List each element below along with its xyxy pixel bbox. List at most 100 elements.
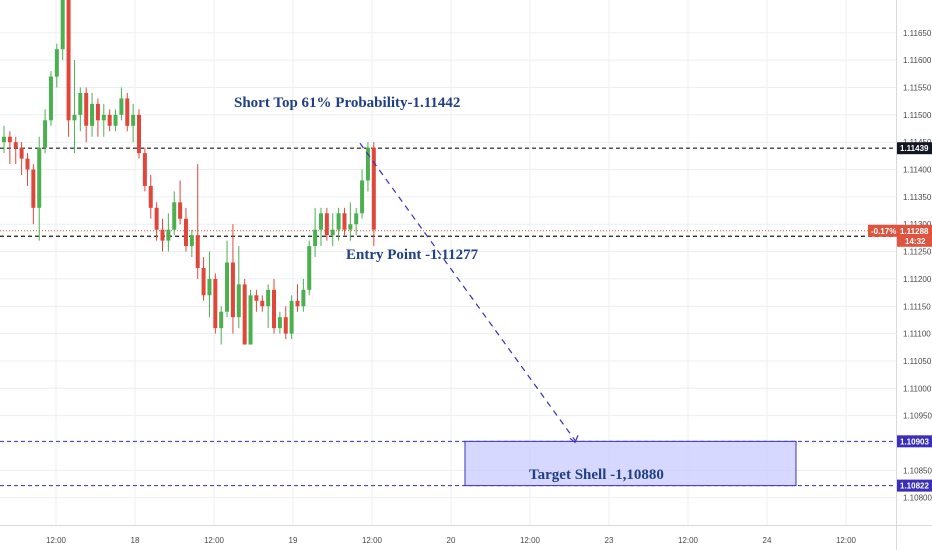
candle[interactable]: [90, 92, 95, 137]
candle[interactable]: [360, 169, 365, 219]
candle[interactable]: [172, 191, 177, 236]
candle[interactable]: [142, 147, 147, 192]
candle-body: [2, 136, 6, 143]
candle[interactable]: [295, 284, 300, 312]
candle-body: [225, 262, 230, 312]
candle[interactable]: [154, 202, 159, 241]
time-axis[interactable]: 12:00 18 12:00 19 12:00 20 12:00 23 12:00 24 12:00: [0, 525, 932, 546]
candle[interactable]: [213, 273, 218, 334]
candle[interactable]: [37, 136, 42, 241]
candle[interactable]: [166, 213, 171, 252]
price-tick-label: 1.11600: [903, 56, 932, 65]
candle-body: [101, 114, 106, 121]
candle-body: [318, 213, 323, 230]
candle[interactable]: [125, 92, 130, 132]
target-top-price-tag-bg: [897, 435, 932, 448]
candle-body: [365, 147, 370, 181]
candle[interactable]: [131, 103, 136, 143]
candle[interactable]: [107, 109, 112, 132]
candle[interactable]: [318, 207, 323, 247]
candle[interactable]: [113, 109, 118, 132]
candle[interactable]: [43, 109, 48, 154]
candle-body: [248, 295, 253, 345]
candle-body: [95, 103, 100, 121]
candle[interactable]: [13, 136, 18, 165]
candle[interactable]: [7, 131, 12, 165]
candle[interactable]: [84, 87, 89, 143]
candlestick-series[interactable]: [2, 0, 376, 345]
candle-body: [313, 229, 318, 247]
candle[interactable]: [371, 142, 376, 247]
time-tick-label: 18: [131, 536, 140, 545]
candle[interactable]: [230, 224, 235, 334]
candle[interactable]: [283, 306, 288, 340]
price-tick-label: 1.10950: [903, 412, 932, 421]
candle[interactable]: [19, 142, 24, 175]
candle[interactable]: [365, 142, 370, 192]
candle[interactable]: [207, 251, 212, 318]
time-tick-label: 24: [763, 536, 772, 545]
candle[interactable]: [242, 278, 247, 345]
candle[interactable]: [66, 0, 71, 137]
candle[interactable]: [260, 295, 265, 312]
price-tick-label: 1.11100: [903, 330, 931, 339]
candle[interactable]: [25, 153, 30, 186]
candle[interactable]: [60, 0, 65, 61]
candle-body: [37, 147, 42, 208]
candle[interactable]: [272, 278, 277, 334]
candle[interactable]: [137, 109, 142, 159]
candle-body: [31, 169, 36, 208]
candle-body: [254, 295, 259, 301]
candle[interactable]: [254, 289, 259, 312]
candle-body: [242, 284, 247, 345]
candle[interactable]: [219, 306, 224, 345]
candle-body: [277, 317, 282, 329]
price-tick-label: 1.11150: [903, 302, 931, 311]
candle[interactable]: [236, 246, 241, 329]
candle[interactable]: [307, 240, 312, 296]
candle[interactable]: [324, 207, 329, 241]
time-tick-label: 23: [605, 536, 614, 545]
candle[interactable]: [101, 103, 106, 137]
candle[interactable]: [266, 284, 271, 329]
candle[interactable]: [248, 289, 253, 345]
candle[interactable]: [201, 257, 206, 301]
candle[interactable]: [348, 202, 353, 241]
candle-body: [78, 92, 83, 115]
candle[interactable]: [95, 98, 100, 137]
candle[interactable]: [195, 164, 200, 279]
candle[interactable]: [277, 311, 282, 334]
candle[interactable]: [54, 43, 59, 88]
candle[interactable]: [342, 207, 347, 236]
candle[interactable]: [336, 207, 341, 241]
price-tick-label: 1.11550: [903, 84, 932, 93]
candle[interactable]: [178, 180, 183, 225]
candle[interactable]: [289, 295, 294, 340]
candle[interactable]: [160, 218, 165, 252]
candle[interactable]: [354, 207, 359, 236]
candle[interactable]: [48, 71, 53, 126]
candle[interactable]: [148, 175, 153, 219]
price-tick-label: 1.10800: [903, 494, 932, 503]
candle[interactable]: [225, 240, 230, 318]
candle[interactable]: [330, 213, 335, 247]
target-bottom-price-tag: 1.10822: [900, 482, 929, 491]
candle[interactable]: [78, 87, 83, 132]
candle[interactable]: [72, 60, 77, 154]
candle[interactable]: [31, 164, 36, 225]
candle-body: [72, 114, 77, 121]
candle[interactable]: [119, 87, 124, 121]
candle[interactable]: [183, 207, 188, 252]
time-tick-label: 12:00: [678, 536, 699, 545]
candle-body: [272, 289, 277, 329]
candle[interactable]: [301, 278, 306, 312]
candle-body: [125, 98, 130, 126]
price-axis[interactable]: 1.116501.116001.115501.115001.114501.114…: [896, 0, 932, 550]
candle-body: [336, 213, 341, 230]
candle[interactable]: [2, 125, 6, 154]
candle-body: [178, 202, 183, 219]
target-top-price-tag: 1.10903: [900, 437, 929, 446]
candle[interactable]: [313, 207, 318, 258]
candle[interactable]: [189, 229, 194, 258]
